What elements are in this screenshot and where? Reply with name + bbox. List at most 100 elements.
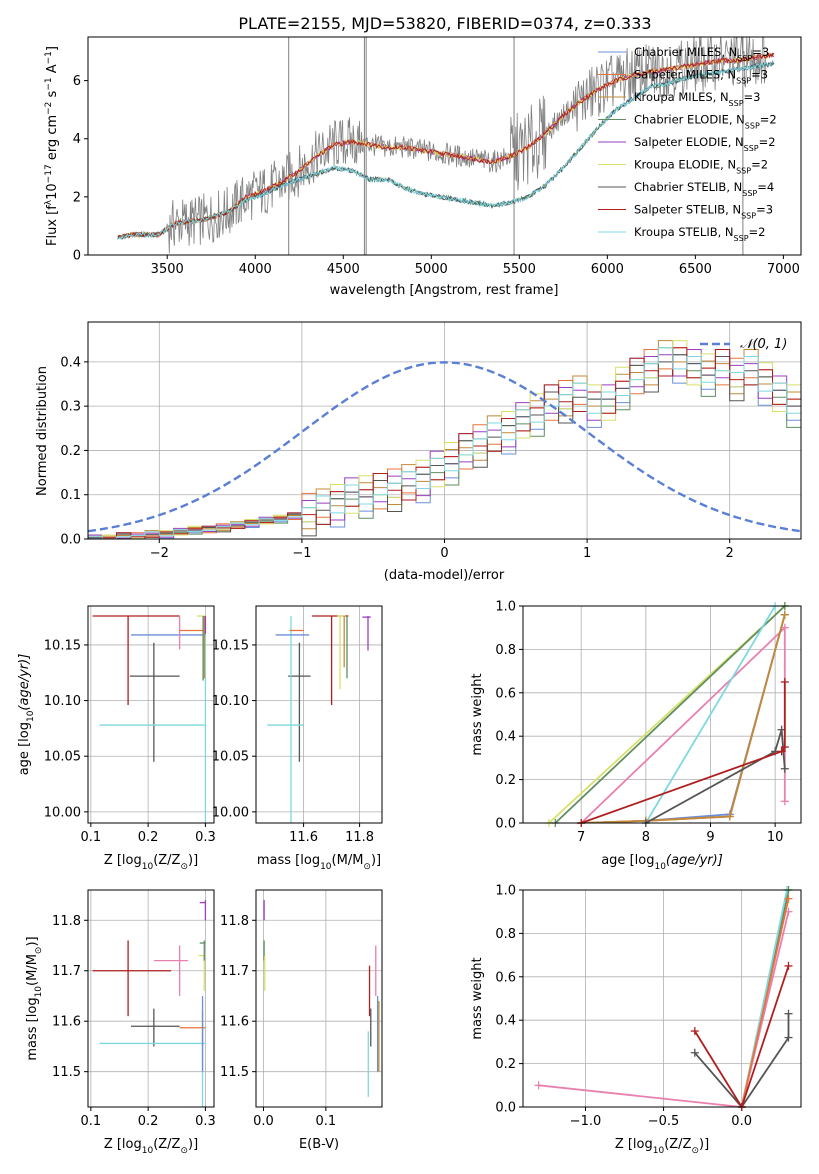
weight-line bbox=[694, 965, 790, 1107]
weight-line bbox=[538, 911, 790, 1107]
mass-vs-reddening-panel: 0.0 0.1 11.5 11.6 11.7 11.8 E(B-V) bbox=[220, 889, 383, 1152]
x-tick-label: 7000 bbox=[767, 262, 800, 277]
x-axis-label-part: 10 bbox=[320, 862, 332, 872]
legend-entry: Salpeter MILES, NSSP=3 bbox=[634, 68, 768, 86]
weight-vs-metallicity-panel: −1.0 −0.5 0.0 0.0 0.2 0.4 0.6 0.8 1.0 Z [log10(Z/… bbox=[470, 884, 802, 1156]
y-tick-label: 2 bbox=[73, 190, 81, 205]
y-axis-label: Normed distribution bbox=[35, 366, 50, 496]
data-spectrum-line bbox=[117, 37, 767, 254]
x-axis-label-part: (Z/Z bbox=[153, 853, 180, 868]
axes-frame bbox=[522, 889, 802, 1108]
y-tick-label: 11.7 bbox=[220, 964, 249, 979]
x-tick-label: 9 bbox=[706, 830, 714, 845]
x-tick-label: 3500 bbox=[151, 262, 184, 277]
spectrum-panel: 3500 4000 4500 5000 5500 6000 6500 7000 0 2 4 6 Chab… bbox=[44, 36, 802, 298]
x-tick-label: 11.8 bbox=[345, 830, 374, 845]
x-tick-label: 11.6 bbox=[289, 830, 318, 845]
y-axis-label-part: 10 bbox=[34, 986, 44, 998]
legend-entry: Chabrier MILES, NSSP=3 bbox=[634, 45, 769, 63]
mass-vs-metallicity-panel: 0.1 0.2 0.311.511.611.711.8Z [log10(Z/Z⊙)]… bbox=[25, 889, 216, 1156]
x-tick-label: 7 bbox=[577, 830, 585, 845]
y-axis-label-part: −1 bbox=[44, 51, 54, 64]
x-tick-label: 6500 bbox=[679, 262, 712, 277]
weight-line bbox=[694, 1013, 790, 1107]
x-tick-label: 5000 bbox=[415, 262, 448, 277]
weight-line bbox=[645, 606, 776, 823]
legend-sub: SSP bbox=[745, 121, 760, 130]
x-axis-label-part: 10 bbox=[142, 1146, 154, 1156]
legend-sub: SSP bbox=[741, 211, 756, 220]
y-axis-label-part: erg cm bbox=[45, 115, 60, 164]
x-axis-label: age [log10(age/yr)] bbox=[601, 853, 723, 872]
x-tick-label: 0.3 bbox=[195, 830, 216, 845]
x-axis-label-part: 10 bbox=[142, 862, 154, 872]
x-axis-label: (data-model)/error bbox=[384, 568, 505, 583]
x-axis-label-part: 10 bbox=[654, 862, 666, 872]
x-tick-label: −1.0 bbox=[570, 1114, 602, 1129]
x-axis-label-part: ⊙ bbox=[691, 1146, 699, 1156]
y-tick-label: 0 bbox=[73, 249, 81, 264]
x-tick-label: −0.5 bbox=[648, 1114, 680, 1129]
x-tick-label: 0 bbox=[440, 546, 448, 561]
axes-frame bbox=[255, 889, 383, 1108]
legend-entry: Salpeter ELODIE, NSSP=2 bbox=[634, 135, 776, 153]
x-tick-label: −2 bbox=[150, 546, 169, 561]
legend-sub: SSP bbox=[729, 99, 744, 108]
legend-nssp: =3 bbox=[756, 203, 773, 217]
y-axis-label-part: −17 bbox=[44, 164, 54, 183]
y-axis-label: age [log10(age/yr)] bbox=[17, 654, 36, 776]
legend-entry: Salpeter STELIB, NSSP=3 bbox=[634, 203, 773, 221]
y-tick-label: 0.0 bbox=[495, 817, 516, 832]
x-axis-label-part: mass [log bbox=[257, 853, 320, 868]
x-tick-label: 4000 bbox=[239, 262, 272, 277]
x-tick-label: 10 bbox=[767, 830, 784, 845]
legend-nssp: =3 bbox=[751, 68, 768, 82]
legend-entry: 𝒩(0, 1) bbox=[740, 337, 787, 352]
y-axis-label-part: )] bbox=[25, 936, 40, 946]
legend-nssp: =2 bbox=[749, 225, 766, 239]
y-axis-label: mass weight bbox=[470, 957, 485, 1039]
legend-nssp: =3 bbox=[744, 90, 761, 104]
y-axis-label-part: (M/M bbox=[25, 954, 40, 986]
x-axis-label-part: )] bbox=[188, 853, 198, 868]
y-tick-label: 11.6 bbox=[52, 1015, 81, 1030]
x-tick-label: −1 bbox=[292, 546, 311, 561]
y-tick-label: 10.10 bbox=[212, 694, 249, 709]
y-axis-label-part: ⊙ bbox=[34, 947, 44, 955]
x-axis-label-part: ⊙ bbox=[180, 1146, 188, 1156]
y-axis-label: mass weight bbox=[470, 673, 485, 755]
y-tick-label: 10.15 bbox=[212, 638, 249, 653]
y-tick-label: 11.8 bbox=[52, 914, 81, 929]
y-axis-label: Flux [fλ10−17 erg cm−2 s−1 A−1] bbox=[44, 46, 60, 246]
y-tick-label: 1.0 bbox=[495, 600, 516, 615]
x-axis-label: Z [log10(Z/Z⊙)] bbox=[104, 853, 198, 872]
weight-line bbox=[740, 898, 790, 1107]
x-tick-label: 4500 bbox=[327, 262, 360, 277]
x-axis-label-part: ⊙ bbox=[363, 862, 371, 872]
x-axis-label-part: )] bbox=[371, 853, 381, 868]
y-tick-label: 0.0 bbox=[60, 533, 81, 548]
y-axis-label-part: age [log bbox=[17, 722, 32, 775]
model-line bbox=[117, 61, 775, 241]
x-axis-label-part: (age/yr)] bbox=[666, 853, 723, 868]
age-vs-mass-panel: 11.6 11.8 10.00 10.05 10.10 10.15 mass [log10(… bbox=[212, 605, 383, 872]
y-tick-label: 0.8 bbox=[495, 927, 516, 942]
legend-entry: Chabrier ELODIE, NSSP=2 bbox=[634, 113, 777, 131]
residuals-panel: −2 −1 0 1 2 0.0 0.1 0.2 0.3 0.4 𝒩(0, 1) (data-model… bbox=[35, 321, 802, 583]
y-tick-label: 0.4 bbox=[495, 1014, 516, 1029]
y-tick-label: 10.15 bbox=[44, 638, 81, 653]
axes-frame bbox=[255, 605, 383, 824]
x-tick-label: 1 bbox=[583, 546, 591, 561]
y-tick-label: 0.1 bbox=[60, 488, 81, 503]
y-tick-label: 0.3 bbox=[60, 400, 81, 415]
y-tick-label: 0.0 bbox=[495, 1101, 516, 1116]
x-tick-label: 0.1 bbox=[81, 830, 102, 845]
weight-line bbox=[554, 606, 786, 823]
legend-entry: Chabrier STELIB, NSSP=4 bbox=[634, 180, 774, 198]
y-tick-label: 10.10 bbox=[44, 694, 81, 709]
weight-line bbox=[580, 682, 786, 823]
model-line bbox=[117, 52, 775, 240]
y-axis-label-part: 10 bbox=[45, 183, 60, 200]
